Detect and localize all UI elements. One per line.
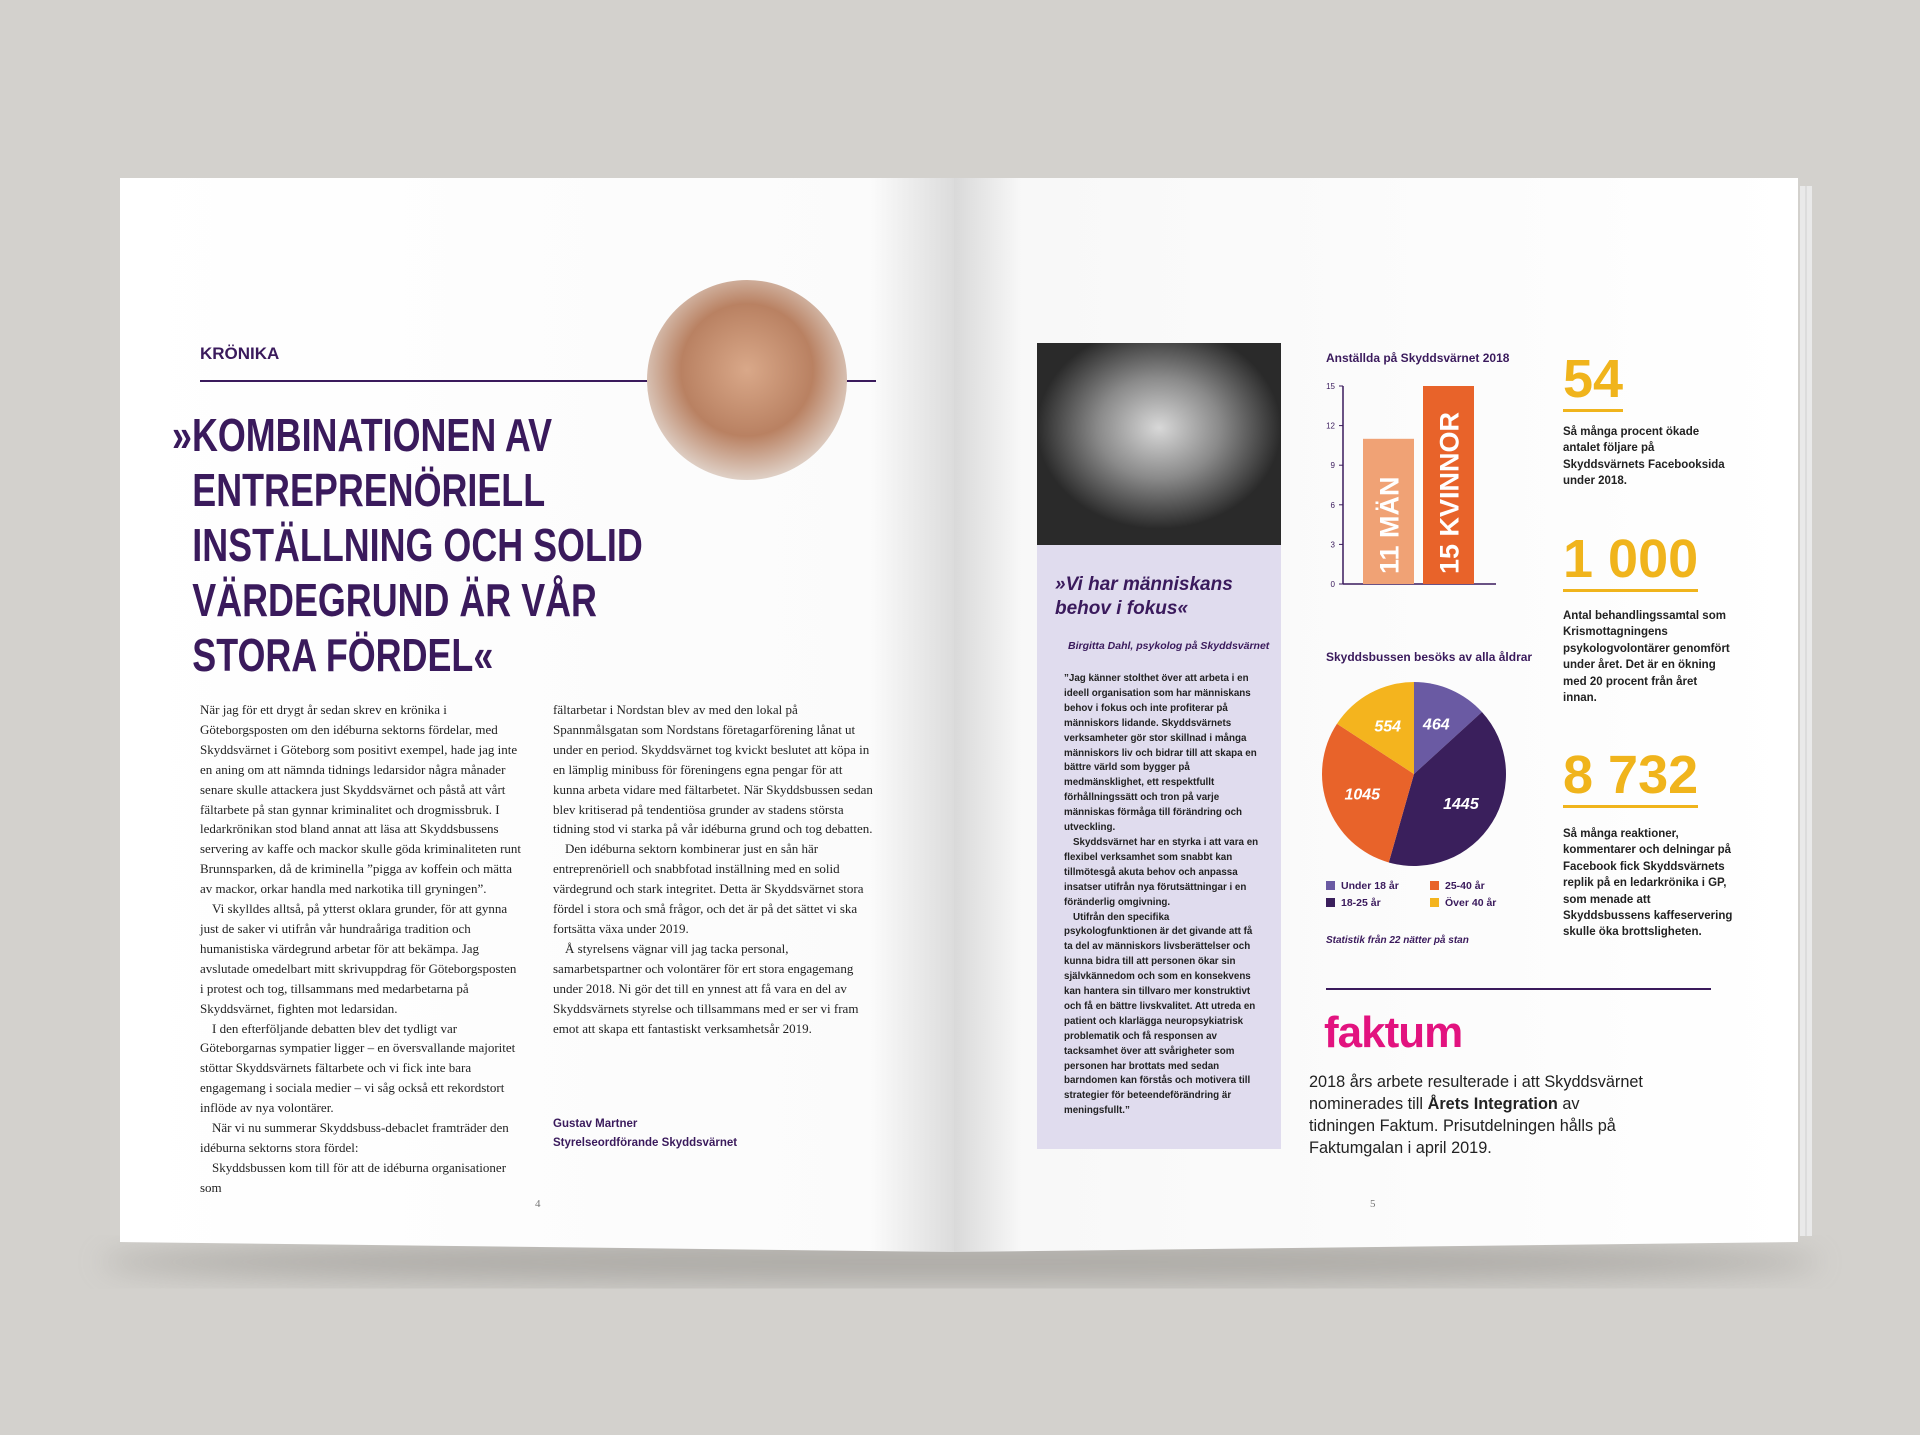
author-photo — [647, 280, 847, 480]
faktum-highlight: Årets Integration — [1427, 1095, 1558, 1113]
section-label: KRÖNIKA — [200, 344, 280, 363]
bar — [1363, 438, 1414, 584]
pie-slice — [1336, 682, 1414, 774]
paragraph: fältarbetar i Nordstan blev av med den l… — [553, 702, 873, 837]
signature: Gustav Martner Styrelseordförande Skydds… — [553, 1115, 737, 1153]
faktum-logo: faktum — [1324, 1008, 1463, 1057]
paragraph: I den efterföljande debatten blev det ty… — [200, 1020, 516, 1116]
paragraph: Å styrelsens vägnar vill jag tacka perso… — [553, 940, 859, 1036]
legend-label: 25-40 år — [1445, 880, 1485, 892]
stat-text: Antal behandlingssamtal som Krismottagni… — [1563, 610, 1730, 705]
paragraph: När vi nu summerar Skyddsbuss-debaclet f… — [200, 1120, 509, 1155]
paragraph: Vi skylldes alltså, på ytterst oklara gr… — [200, 901, 517, 1016]
faktum-text: 2018 års arbete resulterade i att Skydds… — [1309, 1071, 1649, 1159]
quote-title: »Vi har människans behov i fokus« — [1055, 574, 1233, 619]
y-tick-label: 0 — [1331, 580, 1336, 589]
pie-label: 464 — [1422, 716, 1450, 733]
quote-body: ”Jag känner stolthet över att arbeta i e… — [1064, 672, 1260, 1119]
pie-slice — [1414, 682, 1482, 774]
pie-slice — [1388, 711, 1506, 866]
legend-label: Över 40 år — [1445, 896, 1496, 909]
pie-label: 1445 — [1443, 796, 1480, 813]
signature-role: Styrelseordförande Skyddsvärnet — [553, 1137, 738, 1149]
pie-label: 1045 — [1344, 786, 1381, 803]
legend-label: 18-25 år — [1341, 897, 1381, 909]
page-shadow — [100, 1240, 1820, 1284]
pie-label: 554 — [1374, 718, 1401, 735]
y-tick-label: 3 — [1331, 540, 1336, 549]
paragraph: Skyddsbussen kom till för att de idéburn… — [200, 1159, 507, 1195]
pie-slice — [1322, 723, 1414, 863]
y-tick-label: 15 — [1326, 382, 1335, 391]
paragraph: Den idéburna sektorn kombinerar just en … — [553, 841, 864, 936]
y-tick-label: 6 — [1331, 501, 1336, 510]
bar-value-label: 15 KVINNOR — [1435, 412, 1465, 574]
legend-swatch — [1326, 881, 1335, 890]
legend-swatch — [1430, 898, 1439, 907]
y-tick-label: 9 — [1331, 461, 1336, 470]
y-tick-label: 12 — [1326, 422, 1335, 431]
stat-number: 8 732 — [1563, 747, 1699, 808]
chart-note: Statistik från 22 nätter på stan — [1326, 934, 1469, 946]
faktum-text-part: 2018 års arbete resulterade i att Skydds… — [1309, 1073, 1643, 1113]
faktum-text-part: av tidningen Faktum. Prisutdelningen hål… — [1309, 1095, 1616, 1157]
page-number: 5 — [1370, 1198, 1376, 1210]
page-number: 4 — [535, 1198, 541, 1210]
bar-value-label: 11 MÄN — [1375, 476, 1405, 574]
quote-attribution: Birgitta Dahl, psykolog på Skyddsvärnet — [1068, 640, 1270, 652]
paragraph: Skyddsvärnet har en styrka i att vara en… — [1064, 836, 1259, 908]
chart-title: Skyddsbussen besöks av alla åldrar — [1326, 650, 1532, 664]
body-column: När jag för ett drygt år sedan skrev en … — [200, 700, 522, 1198]
legend-label: Under 18 år — [1341, 880, 1399, 892]
headline: »KOMBINATIONEN AV ENTREPRENÖRIELL INSTÄL… — [172, 409, 643, 681]
stat-number: 54 — [1563, 351, 1624, 412]
paragraph: ”Jag känner stolthet över att arbeta i e… — [1064, 673, 1257, 834]
paragraph: När jag för ett drygt år sedan skrev en … — [200, 702, 522, 897]
chart-title: Anställda på Skyddsvärnet 2018 — [1326, 351, 1510, 365]
signature-name: Gustav Martner — [553, 1118, 638, 1130]
stat-text: Så många procent ökade antalet följare p… — [1563, 426, 1725, 488]
legend-swatch — [1326, 898, 1335, 907]
legend-swatch — [1430, 881, 1439, 890]
body-column: fältarbetar i Nordstan blev av med den l… — [553, 700, 875, 1038]
quote-box — [1037, 545, 1281, 1149]
paragraph: Utifrån den specifika psykologfunktionen… — [1064, 911, 1256, 1117]
stat-number: 1 000 — [1563, 531, 1699, 592]
stat-text: Så många reaktioner, kommentarer och del… — [1563, 828, 1733, 939]
psychologist-photo — [1037, 343, 1281, 545]
bar — [1423, 386, 1474, 584]
